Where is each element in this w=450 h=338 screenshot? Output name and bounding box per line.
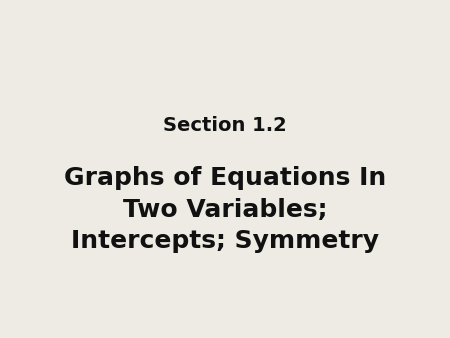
- Text: Graphs of Equations In
Two Variables;
Intercepts; Symmetry: Graphs of Equations In Two Variables; In…: [64, 166, 386, 253]
- Text: Section 1.2: Section 1.2: [163, 116, 287, 135]
